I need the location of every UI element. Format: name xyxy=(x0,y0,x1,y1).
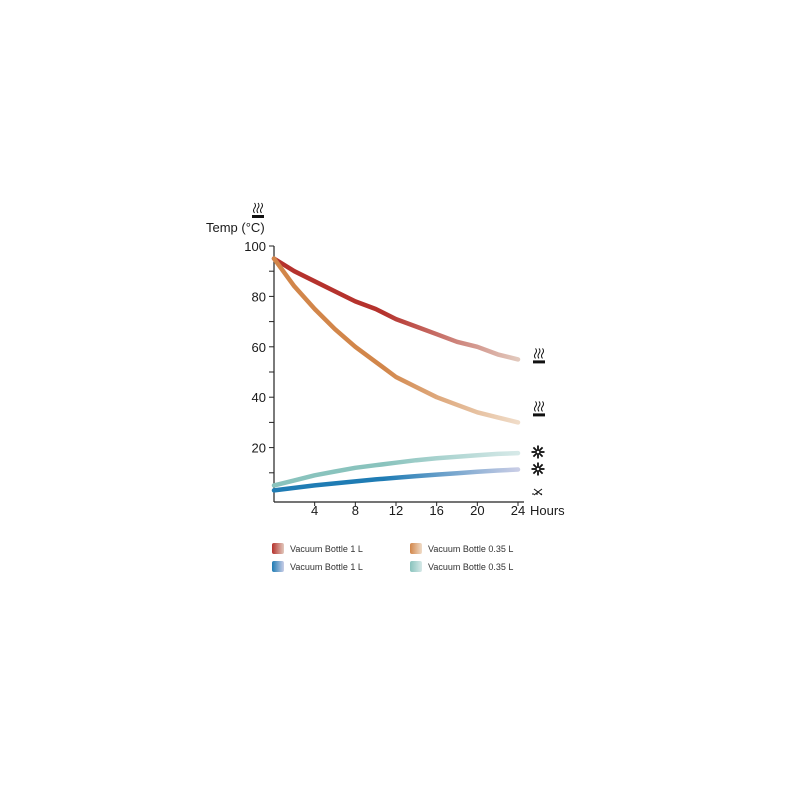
x-tick-label: 16 xyxy=(429,503,443,518)
steam-icon xyxy=(252,202,264,218)
y-tick-label: 60 xyxy=(252,340,266,355)
x-axis-title: Hours xyxy=(530,503,565,518)
legend-item: Vacuum Bottle 1 L xyxy=(272,561,363,572)
y-tick-label: 20 xyxy=(252,441,266,456)
x-tick-label: 12 xyxy=(389,503,403,518)
legend-swatch xyxy=(272,543,284,554)
legend-swatch xyxy=(410,543,422,554)
top-steam-icon xyxy=(252,202,264,218)
x-tick-label: 20 xyxy=(470,503,484,518)
snowflake-icon xyxy=(531,445,545,459)
snowflake-icon xyxy=(531,462,545,476)
legend-item: Vacuum Bottle 0.35 L xyxy=(410,543,513,554)
legend-label: Vacuum Bottle 1 L xyxy=(290,561,363,572)
legend-item: Vacuum Bottle 1 L xyxy=(272,543,363,554)
dot-icon xyxy=(532,488,544,496)
legend-label: Vacuum Bottle 0.35 L xyxy=(428,543,514,554)
y-tick-label: 100 xyxy=(244,239,266,254)
series-line-1 xyxy=(271,256,521,362)
x-tick-label: 8 xyxy=(352,503,359,518)
y-axis-title: Temp (°C) xyxy=(206,220,265,235)
x-tick-label: 24 xyxy=(511,503,525,518)
y-ticks: 20 40 60 80 100 xyxy=(244,239,274,474)
steam-icon xyxy=(533,348,545,364)
legend-item: Vacuum Bottle 0.35 L xyxy=(410,561,513,572)
steam-icon xyxy=(533,401,545,417)
series-line-2 xyxy=(271,256,521,425)
legend-swatch xyxy=(410,561,422,572)
series-lines xyxy=(271,256,521,493)
x-tick-label: 4 xyxy=(311,503,318,518)
legend: Vacuum Bottle 1 L Vacuum Bottle 0.35 L V… xyxy=(272,540,572,580)
x-ticks: 4 8 12 16 20 24 xyxy=(311,502,525,518)
legend-label: Vacuum Bottle 1 L xyxy=(290,543,363,554)
series-line-3 xyxy=(271,467,521,493)
legend-swatch xyxy=(272,561,284,572)
series-line-4 xyxy=(271,450,521,488)
y-tick-label: 80 xyxy=(252,289,266,304)
end-markers xyxy=(531,348,545,496)
y-tick-label: 40 xyxy=(252,390,266,405)
legend-label: Vacuum Bottle 0.35 L xyxy=(428,561,514,572)
